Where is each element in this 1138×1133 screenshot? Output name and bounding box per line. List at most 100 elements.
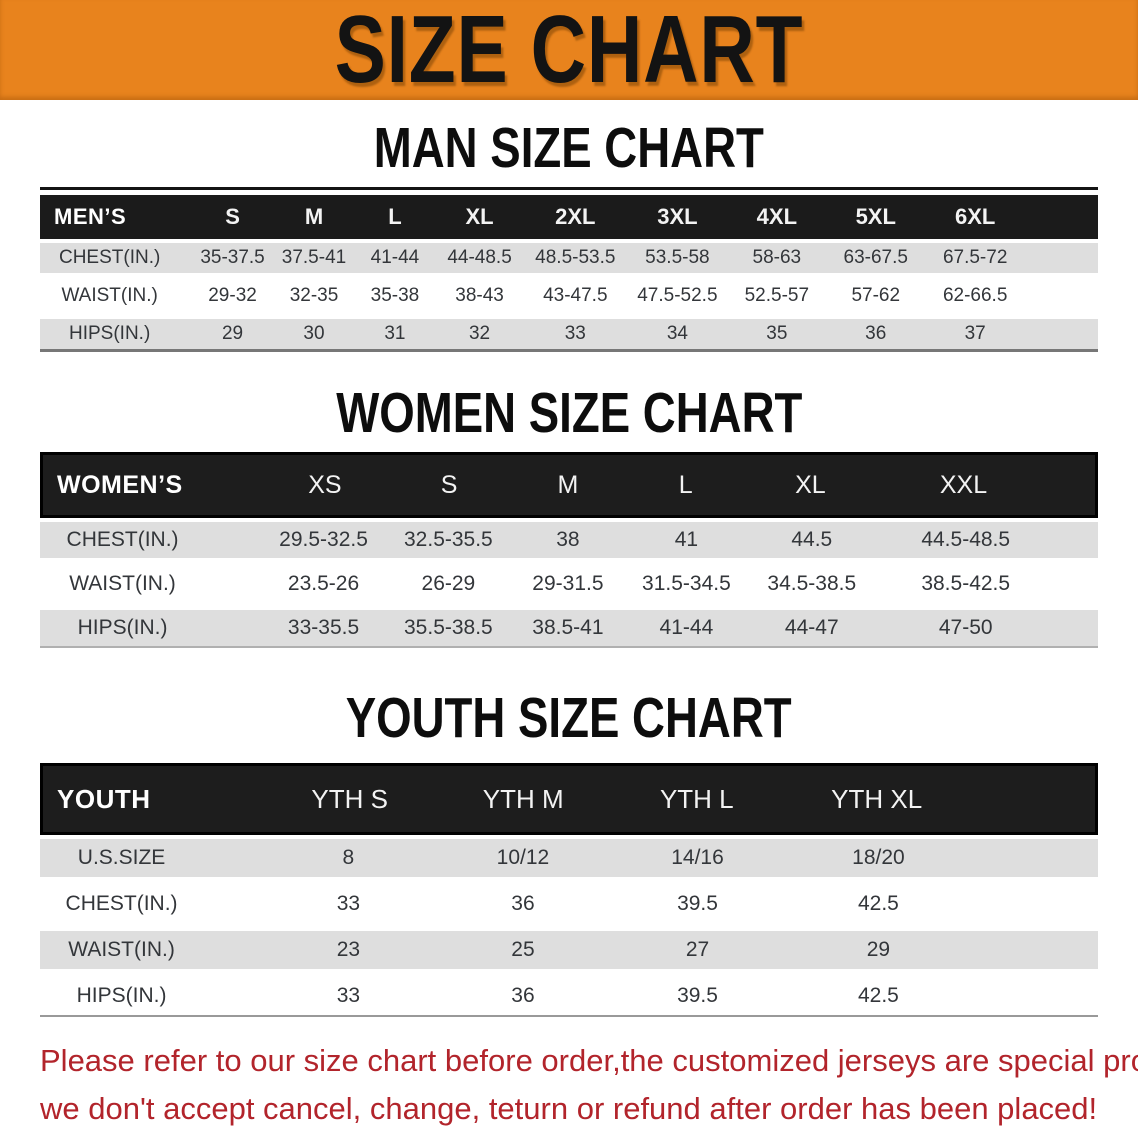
row-label-cell: HIPS(IN.)	[76, 984, 167, 1007]
youth-size-table: YOUTH YTH S YTH M YTH L YTH XL U.S.SIZE 8 10/12…	[40, 763, 1098, 1017]
size-value-cell: 29-32	[208, 285, 257, 306]
size-column-header: YTH S	[311, 783, 388, 814]
size-value-cell: 37	[964, 323, 986, 344]
size-column-header: 5XL	[855, 204, 896, 229]
table-row: HIPS(IN.) 33 36 39.5 42.5	[40, 977, 1098, 1015]
size-value-cell: 34.5-38.5	[767, 572, 857, 595]
man-size-heading-text: MAN SIZE CHART	[373, 116, 765, 180]
table-row: CHEST(IN.) 29.5-32.5 32.5-35.5 38 41 44.5 44.5…	[40, 522, 1098, 558]
table-row: WAIST(IN.) 23 25 27 29	[40, 931, 1098, 969]
mens-size-table: MEN’S S M L XL 2XL 3XL 4XL 5XL 6XL CHEST(IN.) 35-37…	[40, 187, 1098, 352]
size-value-cell: 35-38	[370, 285, 420, 306]
size-value-cell: 29-31.5	[532, 572, 604, 595]
women-size-heading: WOMEN SIZE CHART	[0, 385, 1138, 442]
table-row: WAIST(IN.) 29-32 32-35 35-38 38-43 43-47.5 47.…	[40, 281, 1098, 311]
size-value-cell: 48.5-53.5	[535, 247, 616, 268]
size-column-header: YTH M	[482, 783, 564, 814]
size-value-cell: 67.5-72	[942, 247, 1008, 268]
size-value-cell: 33	[336, 892, 361, 915]
size-value-cell: 37.5-41	[281, 247, 347, 268]
size-value-cell: 58-63	[752, 247, 802, 268]
size-value-cell: 36	[865, 323, 887, 344]
size-column-header: S	[225, 204, 240, 229]
size-value-cell: 39.5	[677, 892, 718, 915]
table-title-cell: YOUTH	[57, 783, 151, 814]
table-title-cell: MEN’S	[54, 204, 127, 229]
size-value-cell: 35.5-38.5	[404, 616, 493, 639]
size-value-cell: 14/16	[671, 846, 724, 869]
size-value-cell: 30	[303, 323, 325, 344]
size-value-cell: 44.5-48.5	[921, 528, 1011, 551]
size-value-cell: 63-67.5	[843, 247, 908, 268]
size-column-header: S	[440, 470, 458, 499]
size-column-header: 2XL	[555, 204, 596, 229]
size-column-header: 6XL	[955, 204, 996, 229]
size-value-cell: 47-50	[938, 616, 993, 639]
table-row: HIPS(IN.) 29 30 31 32 33 34 35 36 37	[40, 319, 1098, 349]
youth-size-section: YOUTH SIZE CHART YOUTH YTH S YTH M YTH L YTH…	[0, 690, 1138, 1017]
size-value-cell: 29	[866, 938, 891, 961]
size-value-cell: 26-29	[421, 572, 476, 595]
size-value-cell: 62-66.5	[942, 285, 1008, 306]
size-value-cell: 31.5-34.5	[642, 572, 731, 595]
size-column-header: YTH XL	[831, 783, 923, 814]
size-value-cell: 52.5-57	[744, 285, 810, 306]
size-value-cell: 10/12	[496, 846, 550, 869]
table-header-row: YOUTH YTH S YTH M YTH L YTH XL	[40, 763, 1098, 835]
row-label-cell: WAIST(IN.)	[69, 572, 176, 595]
size-value-cell: 38	[556, 528, 580, 551]
table-row: WAIST(IN.) 23.5-26 26-29 29-31.5 31.5-34.5 34…	[40, 566, 1098, 602]
size-value-cell: 34	[666, 323, 688, 344]
size-value-cell: 57-62	[851, 285, 901, 306]
size-value-cell: 35	[766, 323, 788, 344]
banner-title: SIZE CHART	[334, 0, 804, 103]
row-label-cell: CHEST(IN.)	[65, 892, 178, 915]
size-value-cell: 23.5-26	[287, 572, 360, 595]
womens-size-table: WOMEN’S XS S M L XL XXL CHEST(IN.) 29.5-32.5 32.5…	[40, 452, 1098, 648]
row-label-cell: CHEST(IN.)	[58, 247, 161, 268]
size-column-header: M	[304, 204, 324, 229]
size-column-header: XL	[795, 470, 826, 499]
disclaimer-line-2: we don't accept cancel, change, teturn o…	[40, 1091, 1098, 1126]
size-column-header: 3XL	[657, 204, 698, 229]
size-value-cell: 41-44	[370, 247, 420, 268]
row-label-cell: WAIST(IN.)	[68, 938, 175, 961]
size-column-header: XXL	[939, 470, 988, 499]
size-column-header: L	[678, 470, 693, 499]
size-chart-banner: SIZE CHART	[0, 0, 1138, 100]
table-row: CHEST(IN.) 33 36 39.5 42.5	[40, 885, 1098, 923]
size-value-cell: 38-43	[455, 285, 504, 306]
size-value-cell: 53.5-58	[645, 247, 710, 268]
size-value-cell: 29.5-32.5	[279, 528, 368, 551]
table-row: CHEST(IN.) 35-37.5 37.5-41 41-44 44-48.5 48.5…	[40, 243, 1098, 273]
disclaimer-line-1: Please refer to our size chart before or…	[40, 1043, 1138, 1078]
women-size-section: WOMEN SIZE CHART WOMEN’S XS S M L XL XXL CHEST(…	[0, 385, 1138, 648]
row-label-cell: HIPS(IN.)	[69, 323, 151, 344]
size-value-cell: 44-48.5	[447, 247, 512, 268]
size-value-cell: 44.5	[791, 528, 833, 551]
size-value-cell: 18/20	[852, 846, 905, 869]
size-column-header: YTH L	[659, 783, 734, 814]
size-value-cell: 47.5-52.5	[637, 285, 718, 306]
size-column-header: XS	[308, 470, 342, 499]
size-value-cell: 39.5	[677, 984, 718, 1007]
size-column-header: 4XL	[756, 204, 798, 229]
size-value-cell: 36	[511, 892, 535, 915]
size-value-cell: 42.5	[857, 984, 899, 1007]
size-value-cell: 43-47.5	[543, 285, 608, 306]
row-label-cell: CHEST(IN.)	[66, 528, 179, 551]
size-value-cell: 35-37.5	[200, 247, 265, 268]
man-size-heading: MAN SIZE CHART	[0, 120, 1138, 177]
size-value-cell: 32.5-35.5	[404, 528, 493, 551]
size-value-cell: 36	[511, 984, 535, 1007]
size-value-cell: 33	[336, 984, 361, 1007]
size-value-cell: 33-35.5	[287, 616, 360, 639]
table-row: U.S.SIZE 8 10/12 14/16 18/20	[40, 839, 1098, 877]
row-label-cell: HIPS(IN.)	[77, 616, 168, 639]
table-row: HIPS(IN.) 33-35.5 35.5-38.5 38.5-41 41-44 44-…	[40, 610, 1098, 646]
size-value-cell: 27	[685, 938, 710, 961]
row-label-cell: WAIST(IN.)	[61, 285, 158, 306]
size-value-cell: 44-47	[784, 616, 839, 639]
size-value-cell: 38.5-41	[532, 616, 604, 639]
